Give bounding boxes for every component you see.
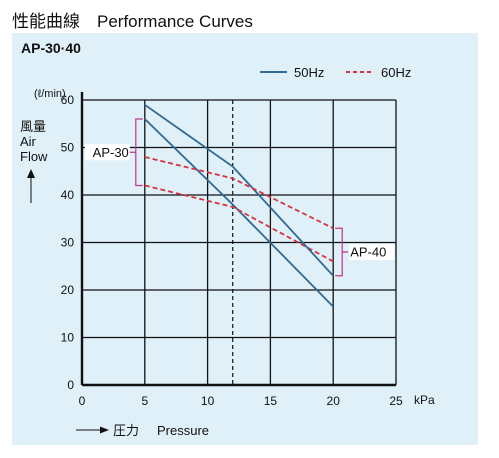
y-tick-label: 50 (61, 141, 75, 155)
series-ap-30-50hz (144, 118, 334, 308)
y-unit-label: (ℓ/min) (34, 88, 66, 100)
x-tick-label: 25 (389, 394, 403, 408)
grid (80, 92, 397, 387)
series-ap-40-50hz (144, 104, 334, 277)
legend-60hz-label: 60Hz (381, 65, 411, 80)
x-axis-label-prefix: 圧力 (113, 423, 139, 438)
y-axis-label-flow: Flow (20, 149, 48, 164)
y-tick-label: 0 (67, 378, 74, 392)
y-axis-label-jp: 風量 (20, 119, 46, 134)
x-unit-label: kPa (414, 393, 435, 407)
x-axis-label: Pressure (157, 423, 209, 438)
y-tick-label: 10 (61, 331, 75, 345)
x-axis-arrowhead (100, 426, 109, 434)
series-layer (144, 104, 334, 308)
chart-panel: AP-30·40 50Hz 60Hz (ℓ/min) 風量 Air Flow 0… (12, 33, 478, 445)
legend-50hz-label: 50Hz (294, 65, 324, 80)
x-tick-label: 0 (79, 394, 86, 408)
bracket-ap-30-label: AP-30 (93, 145, 129, 160)
x-tick-label: 5 (141, 394, 148, 408)
bracket-ap-40-label: AP-40 (350, 245, 386, 260)
tick-labels: 0 5 10 15 20 25 0 10 20 30 40 50 60 (61, 93, 403, 408)
series-ap-30-60hz (144, 184, 334, 263)
y-tick-label: 20 (61, 283, 75, 297)
bracket-ap-30 (129, 118, 143, 187)
y-axis-arrowhead (27, 169, 35, 178)
x-tick-label: 15 (264, 394, 278, 408)
y-tick-label: 40 (61, 188, 75, 202)
x-tick-label: 20 (327, 394, 341, 408)
chart-title: AP-30·40 (21, 40, 81, 56)
x-tick-label: 10 (201, 394, 215, 408)
model-brackets: AP-30 AP-40 (84, 118, 395, 277)
bracket-ap-30-label-bg (84, 144, 130, 161)
performance-chart: AP-30·40 50Hz 60Hz (ℓ/min) 風量 Air Flow 0… (20, 40, 435, 438)
bracket-ap-40-label-bg (349, 244, 395, 260)
y-tick-label: 30 (61, 236, 75, 250)
y-tick-label: 60 (61, 93, 75, 107)
bracket-ap-40 (335, 227, 349, 277)
series-ap-40-60hz (144, 156, 334, 230)
y-axis-label-air: Air (20, 134, 37, 149)
page-title: 性能曲線 Performance Curves (12, 12, 253, 31)
legend: 50Hz 60Hz (260, 65, 411, 80)
